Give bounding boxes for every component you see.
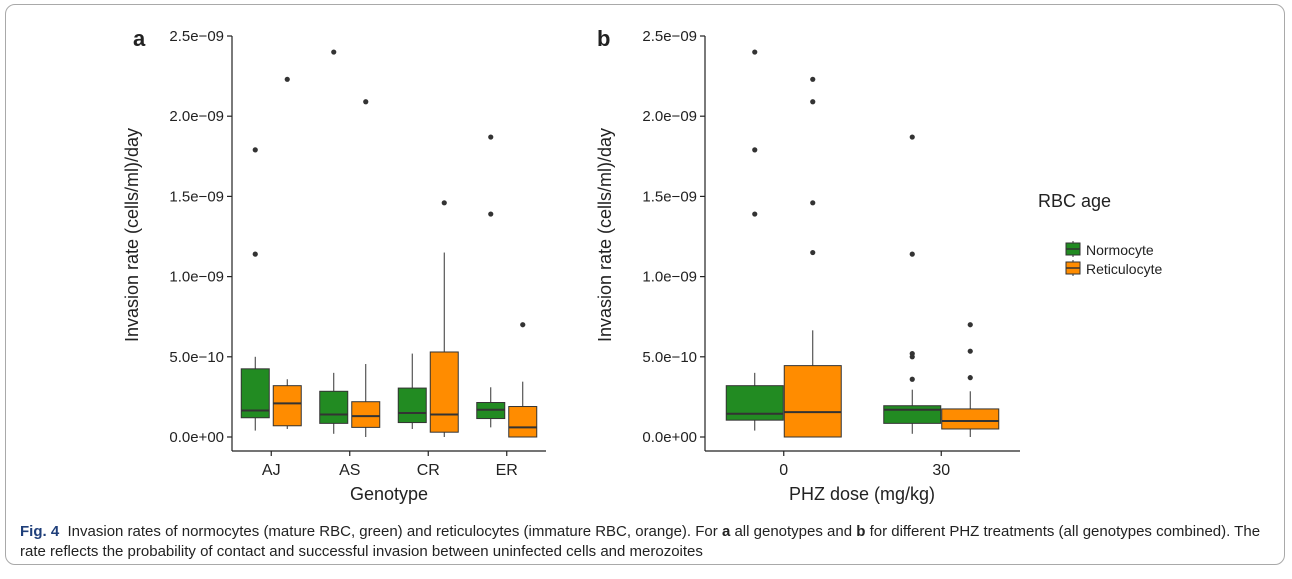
panel-b-normocyte-30-outlier	[910, 377, 915, 382]
panel-a-normocyte-as-outlier	[331, 49, 336, 54]
panel-b-y-tick-label: 0.0e+00	[642, 429, 697, 446]
panel-b-y-tick-label: 2.0e−09	[642, 108, 697, 125]
legend-label-normocyte: Normocyte	[1086, 242, 1154, 258]
panel-b-normocyte-0-outlier	[752, 147, 757, 152]
legend: RBC age Normocyte Reticulocyte	[1038, 191, 1162, 277]
panel-a-reticulocyte-as-box	[352, 402, 380, 428]
caption-panel-b-ref: b	[856, 523, 865, 540]
panel-b-y-tick-label: 1.5e−09	[642, 188, 697, 205]
panel-b-marks	[726, 49, 999, 437]
caption-fig-label: Fig. 4	[20, 523, 59, 540]
panel-a-normocyte-aj-outlier	[253, 147, 258, 152]
panel-a-reticulocyte-aj-box	[273, 386, 301, 426]
panel-b-normocyte-0-outlier	[752, 49, 757, 54]
panel-b-reticulocyte-0-outlier	[810, 250, 815, 255]
panel-a-reticulocyte-er-outlier	[520, 322, 525, 327]
caption-panel-a-ref: a	[722, 523, 730, 540]
panel-a-x-tick-label: CR	[417, 462, 440, 479]
panel-a-normocyte-er-outlier	[488, 211, 493, 216]
panel-a-reticulocyte-as-outlier	[363, 99, 368, 104]
panel-a-reticulocyte-cr-outlier	[442, 200, 447, 205]
figure-caption: Fig. 4 Invasion rates of normocytes (mat…	[20, 522, 1275, 562]
panel-a-y-axis-title: Invasion rate (cells/ml)/day	[122, 128, 142, 342]
panel-b-normocyte-30-outlier	[910, 134, 915, 139]
panel-b-normocyte-30-box	[884, 406, 941, 424]
panel-a: a 0.0e+00 5.0e−10 1.0e−09 1.5e−09 2.0e−09 2.5…	[122, 26, 546, 504]
legend-label-reticulocyte: Reticulocyte	[1086, 261, 1162, 277]
panel-a-normocyte-as-box	[320, 391, 348, 423]
panel-b-y-tick-label: 2.5e−09	[642, 28, 697, 45]
panel-b-normocyte-30-outlier	[910, 252, 915, 257]
panel-b-reticulocyte-0-outlier	[810, 77, 815, 82]
panel-b-reticulocyte-30-box	[942, 409, 999, 429]
panel-a-y-tick-label: 5.0e−10	[169, 349, 224, 366]
panel-a-reticulocyte-aj-outlier	[285, 77, 290, 82]
panel-a-y-tick-label: 1.0e−09	[169, 269, 224, 286]
panel-b-reticulocyte-30-outlier	[968, 375, 973, 380]
panel-a-x-tick-label: AJ	[262, 462, 281, 479]
panel-b-x-tick-label: 0	[779, 462, 788, 479]
panel-b: b 0.0e+00 5.0e−10 1.0e−09 1.5e−09 2.0e−09 2.5…	[595, 26, 1020, 504]
panel-a-normocyte-aj-outlier	[253, 252, 258, 257]
panel-a-reticulocyte-cr-box	[430, 352, 458, 432]
caption-text-2: all genotypes and	[734, 523, 852, 540]
panel-a-x-tick-label: ER	[496, 462, 518, 479]
panel-b-y-tick-label: 5.0e−10	[642, 349, 697, 366]
panel-b-x-axis-title: PHZ dose (mg/kg)	[789, 484, 935, 504]
panel-a-y-ticks: 0.0e+00 5.0e−10 1.0e−09 1.5e−09 2.0e−09 2.5e−…	[169, 28, 232, 446]
panel-b-normocyte-30-outlier	[910, 354, 915, 359]
legend-item-reticulocyte: Reticulocyte	[1066, 260, 1162, 277]
panel-a-x-axis-title: Genotype	[350, 484, 428, 504]
panel-b-reticulocyte-30-outlier	[968, 349, 973, 354]
panel-a-y-tick-label: 2.0e−09	[169, 108, 224, 125]
panel-b-label: b	[597, 26, 610, 51]
legend-title: RBC age	[1038, 191, 1111, 211]
panel-a-normocyte-er-outlier	[488, 134, 493, 139]
panel-a-y-tick-label: 2.5e−09	[169, 28, 224, 45]
panel-b-x-tick-label: 30	[932, 462, 950, 479]
caption-text-1: Invasion rates of normocytes (mature RBC…	[68, 523, 718, 540]
panel-b-y-ticks: 0.0e+00 5.0e−10 1.0e−09 1.5e−09 2.0e−09 2.5e−…	[642, 28, 705, 446]
panel-a-x-tick-label: AS	[339, 462, 360, 479]
panel-b-y-tick-label: 1.0e−09	[642, 269, 697, 286]
panel-a-normocyte-cr-box	[398, 388, 426, 422]
panel-a-y-tick-label: 1.5e−09	[169, 188, 224, 205]
panel-b-x-ticks: 0 30	[779, 451, 950, 479]
panel-b-reticulocyte-30-outlier	[968, 322, 973, 327]
panel-b-reticulocyte-0-outlier	[810, 200, 815, 205]
panel-a-x-ticks: AJ AS CR ER	[262, 451, 518, 479]
panel-a-label: a	[133, 26, 146, 51]
panel-b-reticulocyte-0-box	[784, 366, 841, 437]
panel-b-reticulocyte-0-outlier	[810, 99, 815, 104]
panel-a-reticulocyte-er-box	[509, 407, 537, 437]
panel-b-normocyte-0-box	[726, 386, 783, 420]
panel-a-marks	[241, 49, 537, 437]
panel-b-y-axis-title: Invasion rate (cells/ml)/day	[595, 128, 615, 342]
panel-b-normocyte-0-outlier	[752, 211, 757, 216]
legend-item-normocyte: Normocyte	[1066, 241, 1154, 258]
panel-a-y-tick-label: 0.0e+00	[169, 429, 224, 446]
